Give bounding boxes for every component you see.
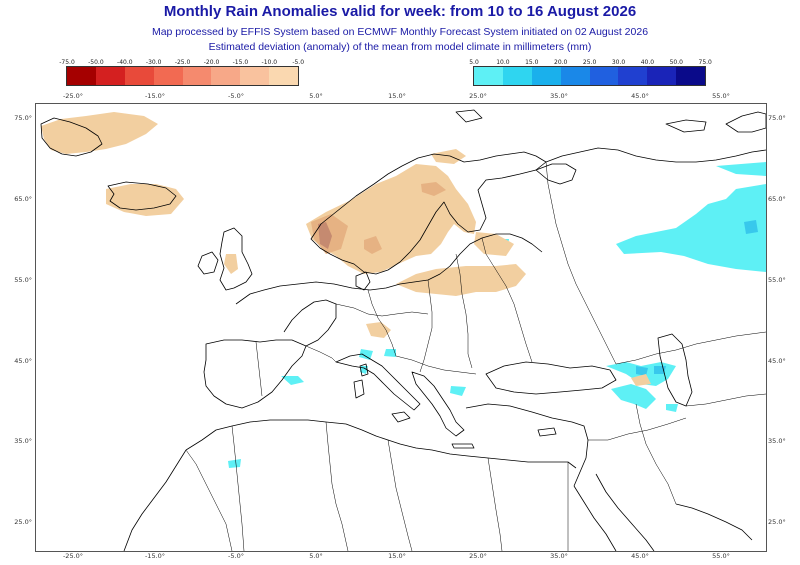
latitude-label: 55.0°: [14, 276, 32, 284]
longitude-label: 35.0°: [550, 92, 568, 100]
wet-swatch-4: [589, 67, 619, 85]
dry-tick-label: -15.0: [232, 59, 249, 66]
dry-tick-label: -40.0: [117, 59, 133, 66]
longitude-label: -25.0°: [62, 552, 84, 560]
longitude-label: 55.0°: [712, 552, 730, 560]
dry-swatch-1: [95, 67, 125, 85]
wet-patch-alps: [359, 349, 373, 360]
wet-swatch-0: [474, 67, 503, 85]
wet-tick-label: 5.0: [469, 59, 479, 66]
longitude-label: 55.0°: [712, 92, 730, 100]
dry-patch-russia-west: [396, 264, 526, 296]
wet-tick-label: 75.0: [698, 59, 712, 66]
latitude-label: 65.0°: [14, 195, 32, 203]
latitude-label: 75.0°: [14, 114, 32, 122]
latitude-label: 45.0°: [768, 357, 786, 365]
longitude-label: 15.0°: [388, 552, 406, 560]
dry-tick-label: -30.0: [145, 59, 162, 66]
wet-tick-label: 50.0: [669, 59, 683, 66]
longitude-label: 25.0°: [469, 552, 487, 560]
wet-patch-ural-north: [716, 162, 766, 176]
dry-patch-uk: [224, 254, 238, 274]
dry-swatch-7: [269, 67, 299, 85]
latitude-label: 75.0°: [768, 114, 786, 122]
longitude-label: 15.0°: [388, 92, 406, 100]
dry-swatch-5: [211, 67, 241, 85]
wet-swatch-6: [647, 67, 677, 85]
dry-swatch-0: [67, 67, 96, 85]
latitude-label: 25.0°: [14, 518, 32, 526]
colorbar-dry-anomaly: [66, 66, 300, 86]
map-canvas: [40, 109, 766, 551]
wet-patch-alps-east: [384, 349, 396, 357]
dry-anomaly-patches: [41, 112, 651, 386]
dry-patch-germany: [366, 322, 391, 338]
wet-patch-iberia-north: [281, 376, 304, 385]
wet-patch-algeria: [228, 459, 241, 468]
dry-patch-finland-baltic: [474, 232, 514, 256]
longitude-label: 5.0°: [309, 92, 323, 100]
coastlines: [40, 109, 766, 551]
longitude-label: -25.0°: [62, 92, 84, 100]
anomaly-map: [35, 103, 767, 552]
wet-tick-label: 30.0: [611, 59, 626, 66]
dry-tick-label: -10.0: [261, 59, 278, 66]
longitude-label: -15.0°: [144, 92, 166, 100]
dry-patch-caucasus: [631, 374, 651, 386]
longitude-label: -5.0°: [228, 92, 244, 100]
wet-tick-label: 25.0: [582, 59, 597, 66]
dry-swatch-6: [240, 67, 270, 85]
dry-patch-iceland: [41, 112, 158, 154]
latitude-label: 25.0°: [768, 518, 786, 526]
dry-tick-label: -25.0: [174, 59, 191, 66]
wet-swatch-2: [531, 67, 561, 85]
wet-anomaly-patches: [228, 162, 766, 468]
dry-patch-karelia: [431, 149, 466, 164]
latitude-label: 45.0°: [14, 357, 32, 365]
longitude-label: 45.0°: [631, 552, 649, 560]
wet-patch-turkey-east: [611, 384, 656, 409]
longitude-label: 25.0°: [469, 92, 487, 100]
dry-tick-label: -5.0: [292, 59, 305, 66]
dry-swatch-4: [182, 67, 212, 85]
latitude-label: 35.0°: [768, 437, 786, 445]
dry-patch-iceland-south: [106, 184, 184, 216]
colorbar-wet-anomaly: [473, 66, 707, 86]
dry-swatch-2: [124, 67, 154, 85]
wet-swatch-7: [676, 67, 706, 85]
map-subtitle-source: Map processed by EFFIS System based on E…: [151, 26, 649, 38]
dry-anomaly-core: [318, 222, 332, 249]
wet-swatch-5: [618, 67, 648, 85]
latitude-label: 65.0°: [768, 195, 786, 203]
longitude-label: 35.0°: [550, 552, 568, 560]
dry-tick-label: -50.0: [88, 59, 104, 66]
wet-tick-label: 15.0: [525, 59, 539, 66]
latitude-label: 35.0°: [14, 437, 32, 445]
longitude-label: -15.0°: [144, 552, 166, 560]
country-borders: [185, 161, 766, 551]
wet-patch-iraq: [666, 404, 678, 412]
dry-swatch-3: [153, 67, 183, 85]
latitude-label: 55.0°: [768, 276, 786, 284]
wet-tick-label: 20.0: [554, 59, 568, 66]
wet-patch-balkans: [450, 386, 466, 396]
dry-tick-label: -20.0: [203, 59, 220, 66]
wet-tick-label: 40.0: [640, 59, 655, 66]
wet-swatch-1: [502, 67, 532, 85]
longitude-label: 5.0°: [309, 552, 323, 560]
map-title: Monthly Rain Anomalies valid for week: f…: [163, 3, 637, 20]
longitude-label: -5.0°: [228, 552, 244, 560]
longitude-label: 45.0°: [631, 92, 649, 100]
map-subtitle-units: Estimated deviation (anomaly) of the mea…: [208, 41, 592, 53]
wet-patch-west-siberia: [616, 184, 766, 272]
dry-tick-label: -75.0: [59, 59, 75, 66]
wet-swatch-3: [560, 67, 590, 85]
wet-tick-label: 10.0: [496, 59, 510, 66]
